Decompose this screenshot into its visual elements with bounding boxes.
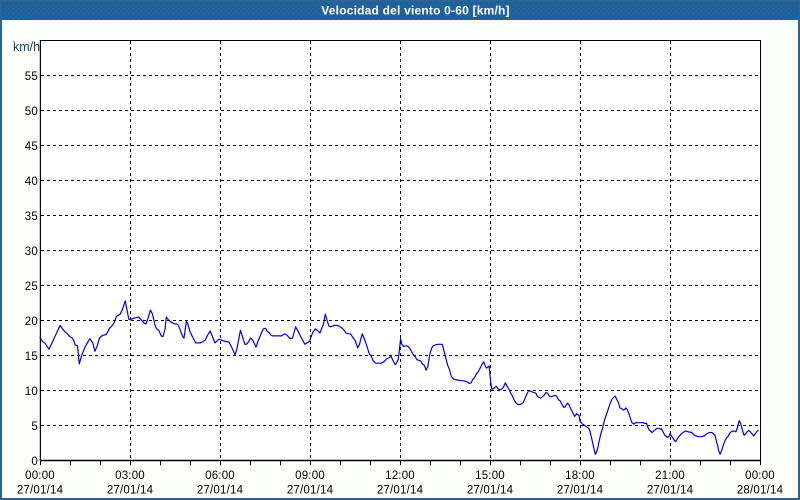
svg-text:35: 35 bbox=[25, 211, 38, 223]
svg-text:15:00: 15:00 bbox=[475, 470, 505, 482]
svg-text:27/01/14: 27/01/14 bbox=[287, 485, 334, 497]
svg-text:18:00: 18:00 bbox=[565, 470, 595, 482]
svg-text:27/01/14: 27/01/14 bbox=[17, 485, 64, 497]
svg-text:40: 40 bbox=[25, 176, 38, 188]
svg-text:10: 10 bbox=[25, 386, 38, 398]
svg-text:45: 45 bbox=[25, 141, 38, 153]
svg-text:00:00: 00:00 bbox=[745, 470, 775, 482]
svg-text:25: 25 bbox=[25, 281, 38, 293]
svg-text:03:00: 03:00 bbox=[115, 470, 145, 482]
svg-text:12:00: 12:00 bbox=[385, 470, 415, 482]
svg-text:27/01/14: 27/01/14 bbox=[557, 485, 604, 497]
svg-text:27/01/14: 27/01/14 bbox=[467, 485, 514, 497]
svg-text:30: 30 bbox=[25, 246, 38, 258]
svg-text:27/01/14: 27/01/14 bbox=[647, 485, 694, 497]
svg-text:27/01/14: 27/01/14 bbox=[377, 485, 424, 497]
svg-text:Velocidad del viento 0-60 [km/: Velocidad del viento 0-60 [km/h] bbox=[321, 3, 509, 17]
svg-text:27/01/14: 27/01/14 bbox=[107, 485, 154, 497]
svg-text:55: 55 bbox=[25, 71, 38, 83]
svg-text:50: 50 bbox=[25, 106, 38, 118]
svg-text:06:00: 06:00 bbox=[205, 470, 235, 482]
svg-text:5: 5 bbox=[31, 421, 38, 433]
svg-text:00:00: 00:00 bbox=[25, 470, 55, 482]
svg-text:20: 20 bbox=[25, 316, 38, 328]
svg-text:km/h: km/h bbox=[13, 40, 40, 54]
svg-text:15: 15 bbox=[25, 351, 38, 363]
svg-text:21:00: 21:00 bbox=[655, 470, 685, 482]
svg-text:28/01/14: 28/01/14 bbox=[737, 485, 784, 497]
svg-text:09:00: 09:00 bbox=[295, 470, 325, 482]
svg-text:27/01/14: 27/01/14 bbox=[197, 485, 244, 497]
svg-text:0: 0 bbox=[31, 456, 38, 468]
